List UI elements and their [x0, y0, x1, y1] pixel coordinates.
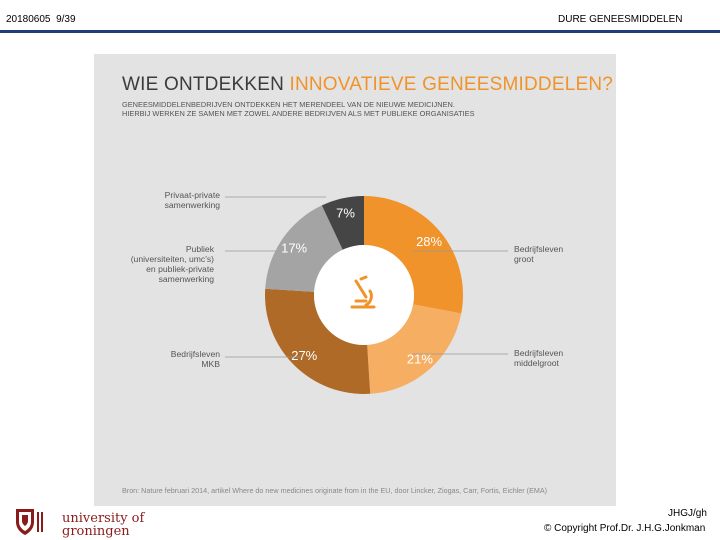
callout-middelgroot: Bedrijfsleven middelgroot [514, 348, 594, 368]
callout-text-line-1: Privaat-private [164, 190, 220, 200]
microscope-icon [350, 275, 376, 309]
author-initials: JHGJ/gh [668, 508, 707, 519]
infographic-panel: WIE ONTDEKKEN INNOVATIEVE GENEESMIDDELEN… [94, 54, 616, 506]
callout-text-line-1: Bedrijfsleven [514, 348, 564, 358]
callout-text-line-2: samenwerking [164, 200, 220, 210]
slice-value-label-2: 21% [407, 351, 433, 366]
header-rule [0, 30, 720, 33]
slice-value-label-1: 28% [416, 234, 442, 249]
slide-header-title: DURE GENEESMIDDELEN [558, 14, 683, 25]
infographic-subtitle: GENEESMIDDELENBEDRIJVEN ONTDEKKEN HET ME… [122, 100, 475, 118]
source-note: Bron: Nature februari 2014, artikel Wher… [122, 486, 548, 495]
slice-value-label-3: 27% [291, 348, 317, 363]
university-logo-text: university of groningen [62, 512, 144, 538]
callout-text-line-1: Bedrijfsleven [514, 244, 564, 254]
callout-groot: Bedrijfsleven groot [514, 244, 594, 264]
slide-code: 20180605 [6, 14, 51, 25]
title-part-accent: INNOVATIEVE GENEESMIDDELEN? [289, 74, 614, 95]
slice-value-label-5: 7% [336, 206, 355, 221]
copyright-text: © Copyright Prof.Dr. J.H.G.Jonkman [544, 523, 706, 534]
callout-text-line-1: Publiek [185, 244, 214, 254]
callout-text-line-2: groot [514, 254, 534, 264]
slice-value-label-4: 17% [281, 241, 307, 256]
callout-privaat-private: Privaat-private samenwerking [132, 190, 220, 210]
university-logo-icon [16, 509, 43, 535]
callout-text-line-3: en publiek-private [146, 264, 214, 274]
logo-line-2: groningen [62, 524, 130, 539]
callout-publiek: Publiek (universiteiten, umc's) en publiek… [118, 244, 214, 284]
subtitle-line-2: HIERBIJ WERKEN ZE SAMEN MET ZOWEL ANDERE… [122, 109, 475, 118]
infographic-title: WIE ONTDEKKEN INNOVATIEVE GENEESMIDDELEN… [122, 74, 613, 96]
callout-text-line-1: Bedrijfsleven [170, 349, 220, 359]
callout-text-line-4: samenwerking [158, 274, 214, 284]
donut-slice-5 [321, 196, 364, 250]
slide-page: 9/39 [56, 14, 76, 25]
callout-text-line-2: (universiteiten, umc's) [130, 254, 214, 264]
donut-slice-3 [265, 288, 371, 394]
logo-line-1: university of [62, 511, 145, 526]
subtitle-line-1: GENEESMIDDELENBEDRIJVEN ONTDEKKEN HET ME… [122, 100, 455, 109]
slide-code-and-page: 20180605 9/39 [6, 14, 76, 25]
title-part-dark: WIE ONTDEKKEN [122, 74, 290, 95]
callout-text-line-2: MKB [201, 359, 220, 369]
donut-chart: 28% 21% 27% 17% 7% [225, 196, 508, 394]
callout-text-line-2: middelgroot [514, 358, 559, 368]
donut-slice-4 [265, 205, 343, 292]
donut-slice-1 [364, 196, 463, 314]
donut-slice-2 [367, 304, 462, 394]
callout-mkb: Bedrijfsleven MKB [142, 349, 220, 369]
